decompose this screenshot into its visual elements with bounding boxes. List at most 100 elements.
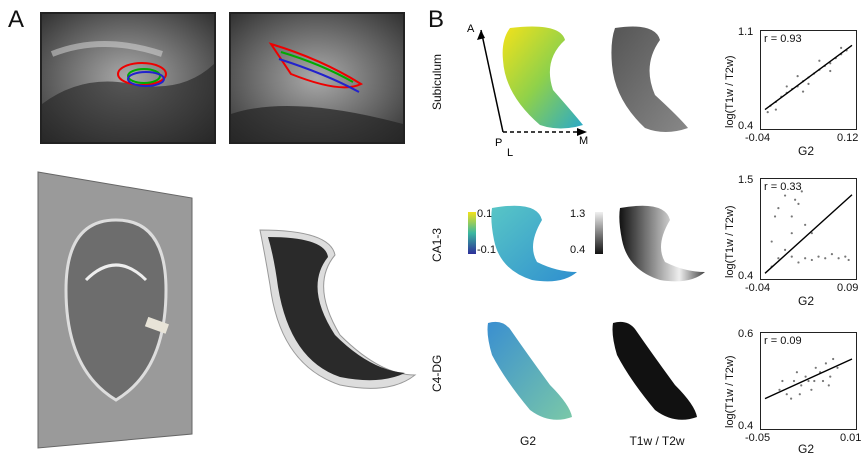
scatter-point bbox=[797, 202, 800, 206]
scatter-point bbox=[781, 379, 784, 383]
panel-b-letter: B bbox=[428, 6, 445, 33]
scatter-2-plot bbox=[764, 190, 853, 274]
scatter-point bbox=[829, 375, 832, 378]
scatter-point bbox=[844, 255, 847, 258]
scatter-3-xlabel: G2 bbox=[798, 442, 815, 456]
scatter-point bbox=[829, 69, 832, 73]
mri-sagittal-slice-drawing bbox=[231, 14, 403, 142]
hippocampus-3d-render-image bbox=[240, 225, 420, 395]
scatter-point bbox=[814, 366, 817, 369]
scatter-2-ytick-min: 0.4 bbox=[738, 270, 754, 282]
mri-coronal-slice-drawing bbox=[42, 14, 214, 142]
colorbar-t1t2-min: 0.4 bbox=[570, 244, 586, 256]
row-label-ca1-3: CA1-3 bbox=[430, 227, 444, 262]
scatter-point bbox=[785, 85, 788, 88]
scatter-point bbox=[804, 223, 807, 226]
scatter-3-plot bbox=[764, 357, 853, 400]
scatter-3-ylabel: log(T1w / T2w) bbox=[724, 355, 736, 428]
colorbar-g2-max: 0.1 bbox=[477, 208, 493, 220]
scatter-point bbox=[807, 82, 810, 85]
scatter-3-ytick-min: 0.4 bbox=[738, 420, 754, 432]
colorbar-t1t2 bbox=[595, 212, 603, 254]
scatter-point bbox=[836, 366, 839, 369]
scatter-point bbox=[801, 90, 805, 93]
scatter-point bbox=[790, 397, 793, 400]
scatter-1-xlabel: G2 bbox=[798, 144, 815, 158]
scatter-point bbox=[800, 384, 803, 387]
scatter-point bbox=[813, 379, 816, 383]
scatter-point bbox=[832, 357, 835, 361]
scatter-point bbox=[778, 388, 781, 391]
hippocampus-3d-render-drawing bbox=[259, 229, 417, 389]
panel-a-letter: A bbox=[8, 6, 25, 33]
scatter-point bbox=[785, 393, 788, 396]
scatter-3-annotation: r = 0.09 bbox=[764, 335, 802, 347]
scatter-point bbox=[810, 232, 813, 235]
row-label-c4-dg: C4-DG bbox=[430, 354, 444, 392]
scatter-3-frame bbox=[760, 332, 857, 430]
scatter-2-ytick-max: 1.5 bbox=[738, 174, 754, 186]
scatter-point bbox=[798, 393, 801, 396]
scatter-point bbox=[770, 240, 773, 243]
scatter-point bbox=[817, 255, 820, 258]
scatter-point bbox=[804, 257, 807, 260]
scatter-point bbox=[783, 248, 787, 252]
scatter-point bbox=[830, 252, 834, 256]
scatter-2-xlabel: G2 bbox=[798, 294, 815, 308]
c4-dg-g2-map bbox=[487, 321, 572, 420]
axis-arrow-label-l: L bbox=[507, 147, 513, 159]
scatter-point bbox=[818, 59, 821, 62]
scatter-1-xtick-min: -0.04 bbox=[745, 132, 771, 144]
mri-coronal-slice-image bbox=[40, 12, 216, 144]
scatter-point bbox=[797, 261, 800, 264]
scatter-1-ytick-max: 1.1 bbox=[738, 26, 754, 38]
scatter-point bbox=[821, 379, 825, 383]
scatter-2-xtick-max: 0.09 bbox=[837, 282, 859, 294]
scatter-3-xtick-min: -0.05 bbox=[745, 432, 771, 444]
subiculum-g2-map: A M P L bbox=[467, 23, 588, 159]
scatter-1-annotation: r = 0.93 bbox=[764, 33, 802, 45]
scatter-point bbox=[790, 255, 793, 258]
scatter-3-xtick-max: 0.01 bbox=[840, 432, 862, 444]
scatter-point bbox=[783, 194, 787, 197]
scatter-point bbox=[792, 379, 796, 383]
brain-3d-plane-drawing bbox=[37, 171, 193, 449]
scatter-point bbox=[774, 108, 777, 111]
ca1-3-g2-map bbox=[491, 205, 577, 282]
scatter-point bbox=[804, 375, 807, 378]
ca1-3-t1t2-map bbox=[619, 205, 705, 282]
scatter-1-frame bbox=[760, 30, 857, 130]
scatter-point bbox=[829, 62, 832, 65]
scatter-2-frame bbox=[760, 178, 857, 280]
scatter-2-ylabel: log(T1w / T2w) bbox=[724, 205, 736, 278]
scatter-point bbox=[777, 257, 780, 260]
axis-arrow-label-a: A bbox=[467, 23, 475, 35]
subiculum-t1t2-map bbox=[611, 26, 688, 132]
c4-dg-t1t2-map bbox=[612, 321, 697, 420]
scatter-1-xtick-max: 0.12 bbox=[837, 132, 859, 144]
scatter-point bbox=[807, 379, 810, 383]
scatter-point bbox=[800, 190, 803, 193]
scatter-point bbox=[847, 258, 850, 262]
scatter-3-ytick-max: 0.6 bbox=[738, 328, 754, 340]
scatter-point bbox=[777, 206, 780, 210]
scatter-point bbox=[810, 388, 813, 391]
scatter-point bbox=[810, 258, 813, 262]
scatter-1-plot bbox=[764, 44, 853, 114]
regression-line bbox=[764, 44, 853, 111]
scatter-point bbox=[794, 198, 797, 201]
scatter-point bbox=[790, 232, 793, 235]
row-label-subiculum: Subiculum bbox=[430, 53, 444, 110]
scatter-point bbox=[795, 371, 798, 374]
scatter-point bbox=[766, 111, 769, 114]
scatter-point bbox=[837, 257, 840, 260]
mri-sagittal-slice-image bbox=[229, 12, 405, 144]
colorbar-g2 bbox=[468, 212, 476, 254]
scatter-point bbox=[790, 215, 793, 218]
scatter-point bbox=[840, 46, 843, 49]
column-label-g2: G2 bbox=[519, 434, 536, 448]
brain-3d-plane-image bbox=[36, 170, 194, 450]
scatter-2-xtick-min: -0.04 bbox=[745, 282, 771, 294]
column-label-t1w-t2w: T1w / T2w bbox=[629, 434, 685, 448]
axis-arrow-label-m: M bbox=[579, 135, 588, 147]
